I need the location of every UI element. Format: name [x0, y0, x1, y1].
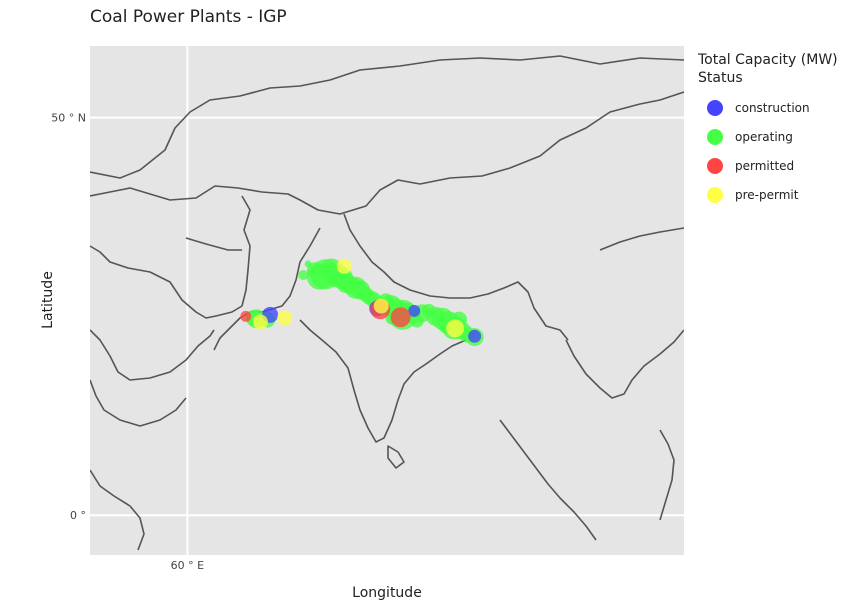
legend-subtitle: Status: [698, 70, 743, 86]
legend-label: operating: [735, 129, 793, 144]
border-line: [565, 329, 684, 399]
plant-marker-permitted[interactable]: [240, 310, 252, 322]
legend-label: pre-permit: [735, 187, 799, 202]
x-axis-title: Longitude: [352, 585, 422, 600]
plant-marker-pre-permit[interactable]: [373, 298, 389, 314]
legend-item-operating[interactable]: operating: [698, 122, 854, 151]
legend-marker-construction: [707, 99, 723, 116]
legend-title: Total Capacity (MW): [698, 52, 838, 68]
plant-marker-pre-permit[interactable]: [446, 319, 465, 338]
legend-label: permitted: [735, 158, 795, 173]
map-title: Coal Power Plants - IGP: [90, 7, 287, 27]
border-line: [90, 245, 243, 319]
border-line: [387, 445, 405, 469]
border-line: [299, 319, 467, 443]
plant-marker-operating[interactable]: [410, 314, 424, 328]
plant-marker-pre-permit[interactable]: [336, 258, 352, 274]
plant-marker-pre-permit[interactable]: [277, 310, 293, 326]
plant-marker-permitted[interactable]: [390, 307, 411, 328]
lat-tick-label: 0 °: [70, 509, 86, 522]
legend-label: construction: [735, 100, 810, 115]
axis-ticks: 60 ° E 50 ° N 0 °: [51, 112, 204, 572]
plant-marker-construction[interactable]: [408, 304, 421, 317]
border-line: [185, 237, 242, 251]
lat-tick-label: 50 ° N: [51, 112, 86, 125]
border-line: [90, 55, 684, 179]
border-line: [90, 329, 215, 381]
border-line: [90, 469, 145, 551]
border-line: [659, 429, 675, 521]
legend-marker-operating: [707, 128, 723, 145]
y-axis-title: Latitude: [40, 271, 56, 329]
border-line: [90, 379, 187, 427]
legend-marker-pre-permit: [707, 186, 723, 203]
legend-item-construction[interactable]: construction: [698, 93, 854, 122]
legend-marker-permitted: [707, 157, 723, 174]
legend-item-pre-permit[interactable]: pre-permit: [698, 180, 854, 209]
legend-item-permitted[interactable]: permitted: [698, 151, 854, 180]
lon-tick-label: 60 ° E: [171, 559, 204, 572]
plant-marker-pre-permit[interactable]: [252, 314, 268, 330]
border-line: [241, 195, 251, 307]
graticule: [90, 46, 684, 555]
border-line: [343, 213, 569, 341]
plant-markers[interactable]: [240, 258, 484, 347]
plant-marker-operating[interactable]: [298, 270, 309, 281]
plant-marker-construction[interactable]: [468, 329, 482, 343]
border-line: [90, 91, 684, 215]
border-line: [599, 227, 684, 251]
legend: Total Capacity (MW) Status construction …: [698, 51, 854, 209]
border-line: [499, 419, 597, 541]
